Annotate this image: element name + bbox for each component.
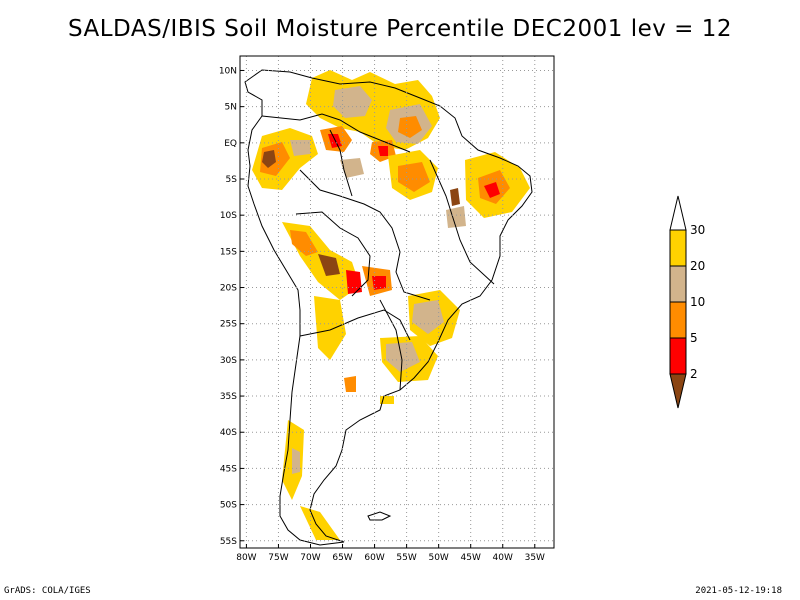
lon-tick-label: 40W <box>493 553 513 563</box>
lat-tick-label: 35S <box>220 392 237 402</box>
percentile-patch <box>290 140 310 156</box>
percentile-patch <box>344 376 356 392</box>
lat-tick-label: 15S <box>220 247 237 257</box>
colorbar-label: 2 <box>690 367 698 381</box>
country-border <box>261 113 411 153</box>
lat-tick-label: 40S <box>220 428 237 438</box>
lat-tick-label: 10S <box>220 211 237 221</box>
map-frame <box>239 55 555 549</box>
colorbar-swatch <box>669 301 687 339</box>
percentile-patch <box>292 448 300 474</box>
lon-tick-label: 55W <box>396 553 416 563</box>
percentile-patch <box>333 86 372 118</box>
lon-tick-label: 50W <box>428 553 448 563</box>
percentile-patch <box>484 182 500 198</box>
country-border <box>295 211 371 297</box>
lat-tick-label: 10N <box>219 66 237 76</box>
lon-tick-label: 35W <box>525 553 545 563</box>
colorbar-swatch <box>669 229 687 267</box>
percentile-patch <box>340 158 364 178</box>
lat-tick-label: 5N <box>225 103 237 113</box>
lat-tick-label: 50S <box>220 501 237 511</box>
country-border <box>429 159 495 285</box>
soil-moisture-field <box>252 70 530 540</box>
falkland-islands <box>367 511 392 521</box>
lat-tick-label: 25S <box>220 320 237 330</box>
country-border <box>329 129 353 197</box>
percentile-patch <box>318 254 340 276</box>
lat-tick-label: 20S <box>220 284 237 294</box>
colorbar-swatch <box>669 337 687 375</box>
axis-labels: 80W 75W 70W 65W 60W 55W 50W 45W 40W 35W 10N 5N EQ 5S 1… <box>219 66 545 563</box>
percentile-patch <box>450 188 460 206</box>
percentile-patch <box>412 300 444 334</box>
country-border <box>379 299 403 391</box>
lat-tick-label: 55S <box>220 537 237 547</box>
lat-tick-label: 5S <box>226 175 238 185</box>
percentile-patch <box>398 162 430 192</box>
percentile-patch <box>314 296 346 360</box>
colorbar-legend: 30 20 10 5 2 <box>669 195 705 409</box>
colorbar-swatch <box>669 265 687 303</box>
percentile-patch <box>386 342 420 372</box>
continent-outline <box>244 69 533 546</box>
country-border <box>299 309 411 341</box>
lon-tick-label: 45W <box>461 553 481 563</box>
lon-tick-label: 80W <box>236 553 256 563</box>
coastline <box>244 69 533 546</box>
map-title: SALDAS/IBIS Soil Moisture Percentile DEC… <box>67 16 733 42</box>
footer-credit: GrADS: COLA/IGES <box>4 586 91 596</box>
percentile-patch <box>372 276 386 290</box>
colorbar-label: 30 <box>690 223 705 237</box>
country-border <box>299 169 431 301</box>
lat-tick-label: 45S <box>220 464 237 474</box>
percentile-patch <box>398 116 422 138</box>
percentile-patch <box>446 206 466 228</box>
colorbar-label: 5 <box>690 331 698 345</box>
lat-tick-label: 30S <box>220 356 237 366</box>
colorbar-label: 10 <box>690 295 705 309</box>
lon-tick-label: 60W <box>364 553 384 563</box>
colorbar-label: 20 <box>690 259 705 273</box>
percentile-patch <box>346 270 362 294</box>
colorbar-over-arrow <box>669 195 687 231</box>
colorbar-under-arrow <box>669 373 687 409</box>
percentile-patch <box>262 150 276 168</box>
lon-tick-label: 75W <box>268 553 288 563</box>
lon-tick-label: 65W <box>332 553 352 563</box>
lat-lon-grid <box>240 56 554 548</box>
percentile-patch <box>290 230 318 256</box>
lon-tick-label: 70W <box>300 553 320 563</box>
percentile-patch <box>300 506 340 540</box>
percentile-patch <box>378 146 388 156</box>
lat-tick-label: EQ <box>224 139 237 149</box>
footer-timestamp: 2021-05-12-19:18 <box>695 586 782 596</box>
